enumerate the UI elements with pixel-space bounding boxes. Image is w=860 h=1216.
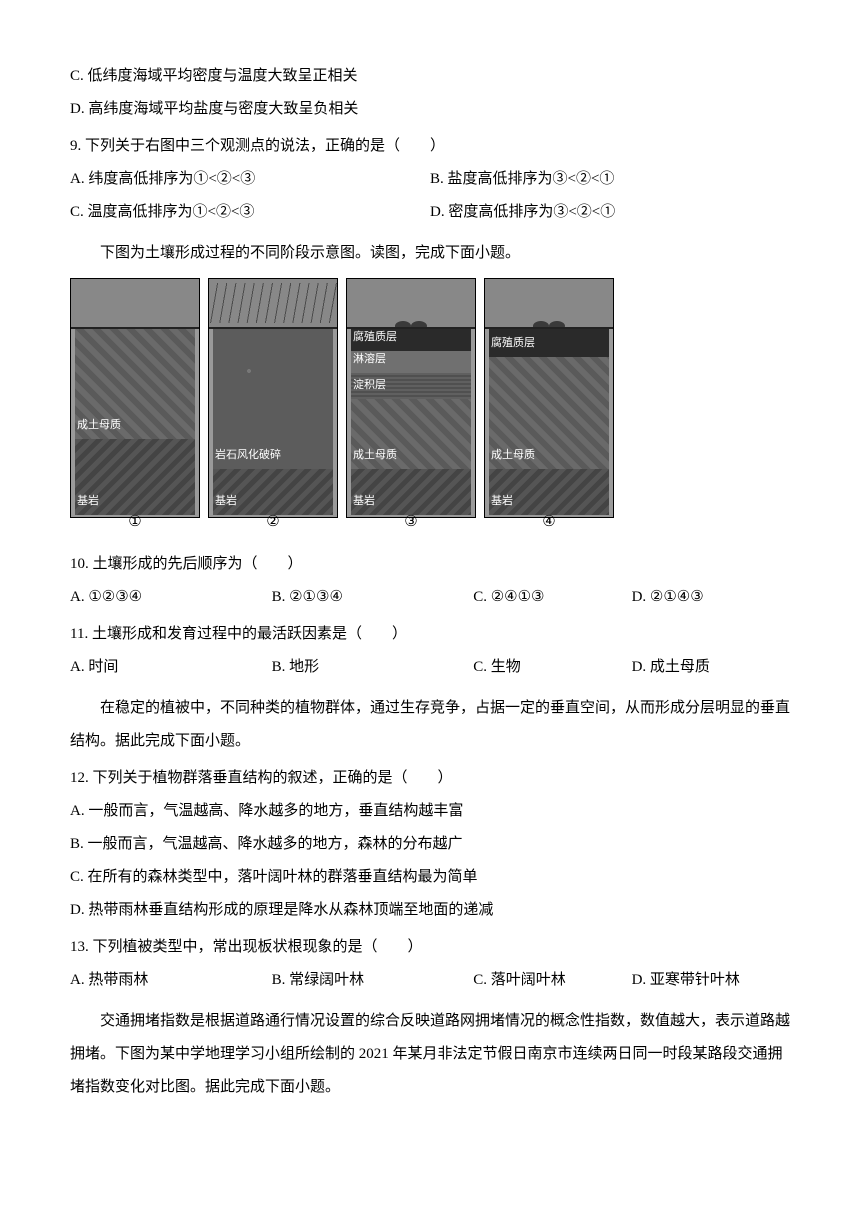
- q12-option-c: C. 在所有的森林类型中，落叶阔叶林的群落垂直结构最为简单: [70, 861, 790, 894]
- q13-option-d: D. 亚寒带针叶林: [632, 964, 790, 997]
- soil-panel-3: 腐殖质层 淋溶层 淀积层 成土母质 基岩 ③: [346, 278, 476, 518]
- q8-option-c: C. 低纬度海域平均密度与温度大致呈正相关: [70, 60, 790, 93]
- p1-bedrock: 基岩: [75, 439, 195, 515]
- p4-parent: 成土母质: [489, 357, 609, 469]
- q12-option-d: D. 热带雨林垂直结构形成的原理是降水从森林顶端至地面的递减: [70, 894, 790, 927]
- p4-label: ④: [485, 506, 613, 539]
- soil-panel-1: 成土母质 基岩 ①: [70, 278, 200, 518]
- p3-leach: 淋溶层: [351, 351, 471, 373]
- q9-options-row1: A. 纬度高低排序为①<②<③ B. 盐度高低排序为③<②<①: [70, 163, 790, 196]
- q9-options-row2: C. 温度高低排序为①<②<③ D. 密度高低排序为③<②<①: [70, 196, 790, 229]
- soil-passage: 下图为土壤形成过程的不同阶段示意图。读图，完成下面小题。: [70, 237, 790, 270]
- traffic-passage: 交通拥堵指数是根据道路通行情况设置的综合反映道路网拥堵情况的概念性指数，数值越大…: [70, 1005, 790, 1104]
- q13-option-a: A. 热带雨林: [70, 964, 272, 997]
- rain-icon: [209, 283, 337, 323]
- q10-stem: 10. 土壤形成的先后顺序为（ ）: [70, 548, 790, 581]
- q13-option-b: B. 常绿阔叶林: [272, 964, 474, 997]
- q9-option-a: A. 纬度高低排序为①<②<③: [70, 163, 430, 196]
- q13-stem: 13. 下列植被类型中，常出现板状根现象的是（ ）: [70, 931, 790, 964]
- q9-option-d: D. 密度高低排序为③<②<①: [430, 196, 790, 229]
- veg-passage: 在稳定的植被中，不同种类的植物群体，通过生存竞争，占据一定的垂直空间，从而形成分…: [70, 692, 790, 758]
- q13-options: A. 热带雨林 B. 常绿阔叶林 C. 落叶阔叶林 D. 亚寒带针叶林: [70, 964, 790, 997]
- q11-stem: 11. 土壤形成和发育过程中的最活跃因素是（ ）: [70, 618, 790, 651]
- p2-label: ②: [209, 506, 337, 539]
- p3-label: ③: [347, 506, 475, 539]
- q11-option-a: A. 时间: [70, 651, 272, 684]
- q9-option-c: C. 温度高低排序为①<②<③: [70, 196, 430, 229]
- q10-options: A. ①②③④ B. ②①③④ C. ②④①③ D. ②①④③: [70, 581, 790, 614]
- soil-panel-4: 腐殖质层 成土母质 基岩 ④: [484, 278, 614, 518]
- q10-option-c: C. ②④①③: [473, 581, 631, 614]
- q10-option-d: D. ②①④③: [632, 581, 790, 614]
- q12-option-a: A. 一般而言，气温越高、降水越多的地方，垂直结构越丰富: [70, 795, 790, 828]
- p1-parent-layer: 成土母质: [75, 329, 195, 439]
- q10-option-b: B. ②①③④: [272, 581, 474, 614]
- q9-option-b: B. 盐度高低排序为③<②<①: [430, 163, 790, 196]
- q11-option-b: B. 地形: [272, 651, 474, 684]
- p3-parent: 成土母质: [351, 399, 471, 469]
- q12-option-b: B. 一般而言，气温越高、降水越多的地方，森林的分布越广: [70, 828, 790, 861]
- p2-weathered: 岩石风化破碎: [213, 329, 333, 469]
- q11-option-c: C. 生物: [473, 651, 631, 684]
- q11-options: A. 时间 B. 地形 C. 生物 D. 成土母质: [70, 651, 790, 684]
- p3-deposit: 淀积层: [351, 373, 471, 399]
- q12-stem: 12. 下列关于植物群落垂直结构的叙述，正确的是（ ）: [70, 762, 790, 795]
- q11-option-d: D. 成土母质: [632, 651, 790, 684]
- soil-panel-2: 岩石风化破碎 基岩 ②: [208, 278, 338, 518]
- q13-option-c: C. 落叶阔叶林: [473, 964, 631, 997]
- q10-option-a: A. ①②③④: [70, 581, 272, 614]
- p1-label: ①: [71, 506, 199, 539]
- q8-option-d: D. 高纬度海域平均盐度与密度大致呈负相关: [70, 93, 790, 126]
- p4-humus: 腐殖质层: [489, 329, 609, 357]
- q9-stem: 9. 下列关于右图中三个观测点的说法，正确的是（ ）: [70, 130, 790, 163]
- soil-diagram: 成土母质 基岩 ① 岩石风化破碎 基岩 ② 腐殖质层 淋溶层 淀积层 成土母质 …: [70, 278, 790, 518]
